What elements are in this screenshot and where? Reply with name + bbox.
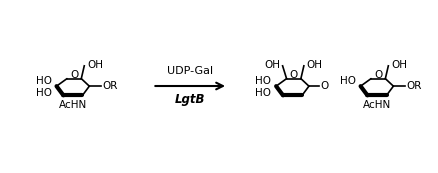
- Text: HO: HO: [35, 76, 52, 86]
- Text: UDP-Gal: UDP-Gal: [167, 66, 213, 76]
- Text: OR: OR: [406, 81, 421, 91]
- Text: OR: OR: [102, 81, 118, 91]
- Text: O: O: [320, 81, 328, 91]
- Text: AcHN: AcHN: [59, 100, 87, 110]
- Text: OH: OH: [390, 60, 406, 70]
- Text: HO: HO: [254, 76, 271, 86]
- Text: OH: OH: [306, 60, 322, 70]
- Text: AcHN: AcHN: [362, 100, 390, 110]
- Text: OH: OH: [87, 60, 103, 70]
- Text: HO: HO: [35, 88, 52, 98]
- Text: O: O: [289, 70, 297, 80]
- Text: HO: HO: [254, 88, 271, 98]
- Text: O: O: [70, 70, 78, 80]
- Text: OH: OH: [264, 60, 280, 70]
- Text: HO: HO: [339, 76, 355, 86]
- Text: O: O: [373, 70, 381, 80]
- Text: LgtB: LgtB: [174, 93, 205, 106]
